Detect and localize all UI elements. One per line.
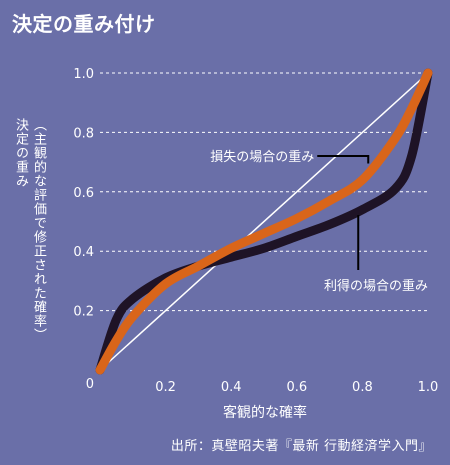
y-tick-label-0: 0.2 xyxy=(73,305,94,320)
y-tick-label-1: 0.4 xyxy=(73,245,94,260)
x-tick-label-2: 0.6 xyxy=(286,380,307,395)
gain-weight-line xyxy=(95,68,433,375)
x-tick-label-4: 1.0 xyxy=(418,380,439,395)
x-tick-label-0: 0.2 xyxy=(155,380,176,395)
loss-weight-line xyxy=(95,68,433,375)
y-axis-label-note: （主観的な評価で修正された確率） xyxy=(31,118,46,342)
gain-annotation-label: 利得の場合の重み xyxy=(324,278,428,294)
x-axis-label: 客観的な確率 xyxy=(223,405,307,421)
y-tick-label-2: 0.6 xyxy=(73,186,94,201)
x-tick-label-1: 0.4 xyxy=(221,380,242,395)
grid-lines xyxy=(100,72,428,312)
y-axis-label: 決定の重み xyxy=(13,118,28,188)
diagonal-line xyxy=(99,72,429,371)
loss-annotation-label: 損失の場合の重み xyxy=(210,149,314,165)
source-note: 出所：真壁昭夫著『最新 行動経済学入門』 xyxy=(170,439,432,454)
loss-annotation-leader xyxy=(317,155,370,164)
x-tick-label-3: 0.8 xyxy=(352,380,373,395)
origin-label: 0 xyxy=(86,377,94,392)
tick-labels: 0.2 0.4 0.6 0.8 1.0 0.2 0.4 0.6 0.8 1.0 0 xyxy=(73,67,438,395)
chart-series xyxy=(95,68,433,375)
y-tick-label-3: 0.8 xyxy=(73,126,94,141)
chart-title: 決定の重み付け xyxy=(12,12,156,36)
y-tick-label-4: 1.0 xyxy=(73,67,94,82)
